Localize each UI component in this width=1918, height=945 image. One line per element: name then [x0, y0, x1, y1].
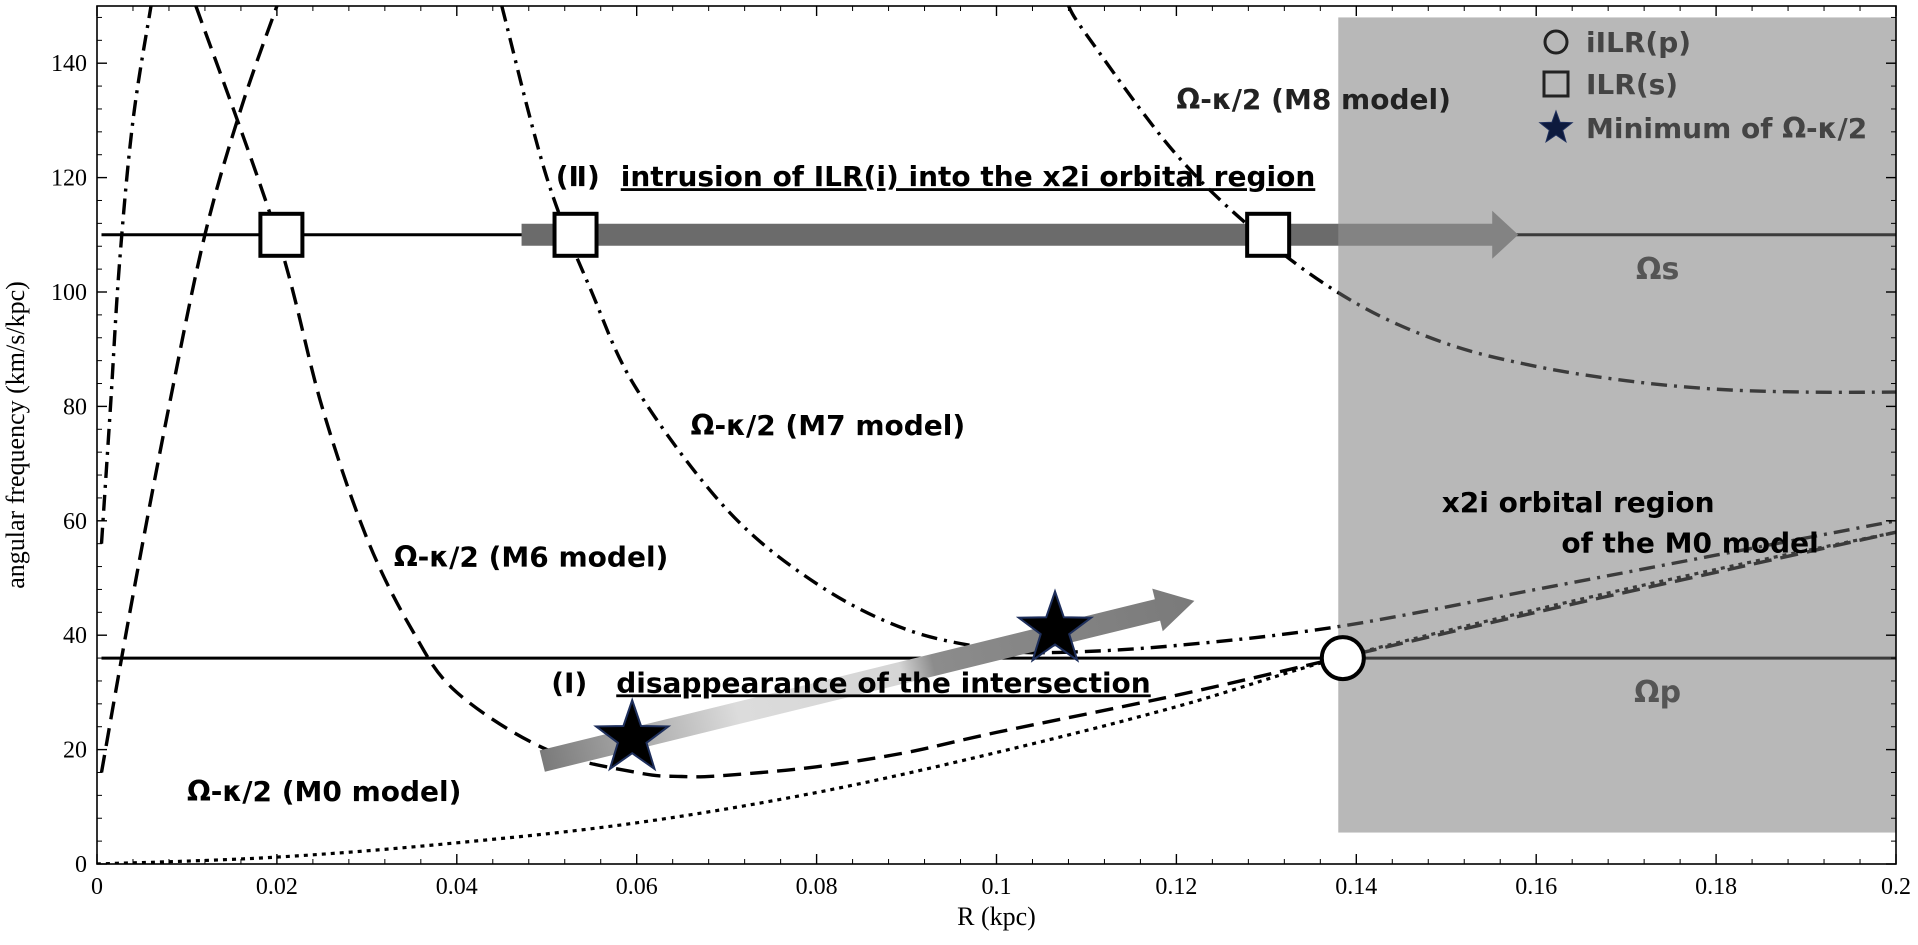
x2i-shaded-region — [1338, 17, 1896, 833]
series-line-1 — [194, 6, 1896, 779]
x-tick-label-8: 0.16 — [1515, 874, 1557, 900]
series-label-3: Ω-κ/2 (M7 model) — [691, 409, 966, 442]
axes-frame-layer — [96, 5, 1897, 865]
y-tick-label-4: 80 — [63, 394, 87, 420]
series-line-5 — [1067, 6, 1896, 395]
ilr-square-marker-2 — [1245, 211, 1292, 258]
hline-label-0: Ωs — [1636, 252, 1679, 287]
series-label-0: Ω-κ/2 (M0 model) — [187, 775, 462, 808]
series-label-5: Ω-κ/2 (M8 model) — [1176, 83, 1451, 116]
legend-square-icon — [1542, 70, 1570, 98]
x-tick-label-4: 0.08 — [796, 874, 838, 900]
arrow-layer — [521, 17, 1896, 833]
x-axis-label: R (kpc) — [957, 902, 1036, 931]
y-tick-label-1: 20 — [63, 738, 87, 764]
legend-star-icon — [1538, 109, 1574, 143]
ilr-square-marker-0 — [258, 211, 305, 258]
x-tick-label-9: 0.18 — [1695, 874, 1737, 900]
y-tick-label-7: 140 — [51, 51, 87, 77]
series-line-4 — [99, 6, 153, 544]
y-axis-label: angular frequency (km/s/kpc) — [1, 281, 30, 589]
legend-circle-icon — [1543, 29, 1569, 55]
annotation-text-1: intrusion of ILR(i) into the x2i orbital… — [621, 160, 1316, 193]
y-tick-label-2: 40 — [63, 623, 87, 649]
solid-arrow — [521, 210, 1519, 259]
y-tick-label-0: 0 — [75, 852, 87, 878]
y-tick-label-6: 120 — [51, 166, 87, 192]
series-label-1: Ω-κ/2 (M6 model) — [394, 541, 669, 574]
x-tick-label-5: 0.1 — [982, 874, 1012, 900]
region-label-line2: of the M0 model — [1561, 526, 1818, 559]
series-line-0 — [97, 530, 1896, 864]
legend-label-2: Minimum of Ω-κ/2 — [1586, 112, 1867, 145]
y-tick-label-3: 60 — [63, 509, 87, 535]
x2i-region-overlay — [1338, 17, 1896, 833]
minimum-star-marker-5 — [1015, 588, 1095, 663]
legend-label-0: iILR(p) — [1586, 26, 1691, 59]
x-tick-label-6: 0.12 — [1155, 874, 1197, 900]
x-tick-label-7: 0.14 — [1335, 874, 1377, 900]
x-tick-label-2: 0.04 — [436, 874, 478, 900]
x-tick-label-10: 0.2 — [1881, 874, 1911, 900]
minimum-star-marker-4 — [593, 697, 672, 772]
region-label-line1: x2i orbital region — [1442, 486, 1715, 519]
annotation-prefix-1: (Ⅱ) — [556, 160, 600, 193]
annotation-prefix-0: (Ⅰ) — [551, 666, 587, 699]
hline-label-1: Ωp — [1634, 675, 1681, 710]
iilr-circle-marker-3 — [1319, 635, 1366, 682]
text-layer: 0 0.02 0.04 0.06 0.08 0.1 0.12 0.14 0.16 0.18 0.2 0… — [1, 26, 1911, 931]
y-tick-label-5: 100 — [51, 280, 87, 306]
ilr-square-marker-1 — [552, 211, 599, 258]
series-line-3 — [500, 6, 1896, 655]
annotation-text-0: disappearance of the intersection — [616, 666, 1151, 699]
curve-layer — [97, 6, 1896, 864]
x-tick-label-1: 0.02 — [256, 874, 298, 900]
gradient-arrow-shape — [539, 588, 1195, 772]
marker-layer — [258, 211, 1366, 772]
region-layer — [1338, 17, 1896, 833]
legend-label-1: ILR(s) — [1586, 68, 1678, 101]
x-tick-label-3: 0.06 — [616, 874, 658, 900]
gradient-arrow — [539, 588, 1195, 772]
x-tick-label-0: 0 — [91, 874, 103, 900]
series-line-2 — [99, 6, 279, 773]
